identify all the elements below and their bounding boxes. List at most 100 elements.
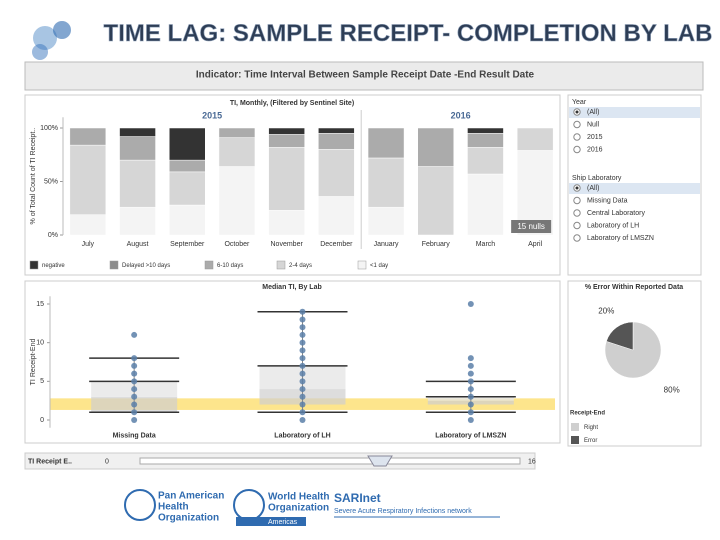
- sari-sub: Severe Acute Respiratory Infections netw…: [334, 508, 472, 515]
- bar-segment: [169, 171, 206, 206]
- data-point: [131, 386, 138, 393]
- radio-button[interactable]: [573, 221, 581, 230]
- data-point: [299, 378, 306, 385]
- paho-text: Organization: [158, 513, 219, 524]
- annotation-box: [511, 220, 552, 233]
- filter-option[interactable]: (All): [587, 185, 599, 192]
- logo-mark: [32, 21, 71, 60]
- data-point: [299, 416, 306, 423]
- paho-text: Pan American: [158, 491, 224, 502]
- legend-title: Receipt-End: [570, 411, 605, 417]
- data-point: [131, 409, 138, 416]
- year-label: 2015: [202, 110, 222, 120]
- data-point: [131, 331, 138, 338]
- radio-button[interactable]: [573, 145, 581, 154]
- bar-segment: [467, 133, 504, 148]
- radio-button[interactable]: [573, 234, 581, 242]
- x-tick-label: August: [127, 241, 149, 248]
- slider-min: 0: [105, 458, 109, 465]
- slice-label: 80%: [664, 385, 680, 394]
- filter-option[interactable]: Central Laboratory: [587, 210, 645, 217]
- slider-label: TI Receipt E..: [28, 458, 72, 465]
- x-tick-label: Missing Data: [113, 433, 156, 440]
- x-tick-label: Laboratory of LH: [274, 433, 330, 440]
- who-text: World Health: [268, 492, 329, 503]
- x-tick-label: November: [271, 241, 304, 248]
- bar-segment: [218, 137, 256, 167]
- y-axis-label: % of Total Count of TI Receipt..: [30, 128, 37, 225]
- radio-button[interactable]: [573, 209, 581, 217]
- data-point: [299, 339, 306, 346]
- legend-label: Delayed >10 days: [122, 263, 170, 269]
- radio-button[interactable]: [573, 133, 581, 141]
- y-tick-label: 50%: [44, 178, 58, 185]
- data-point: [299, 316, 306, 323]
- bar-segment: [268, 127, 305, 135]
- y-axis-label: TI Receipt-End: [30, 339, 37, 386]
- filter-option[interactable]: Laboratory of LMSZN: [587, 235, 654, 242]
- bar-segment: [467, 127, 504, 134]
- legend-label: Error: [584, 438, 597, 444]
- bar-segment: [367, 127, 405, 159]
- y-tick-label: 10: [36, 340, 44, 347]
- data-point: [299, 347, 306, 354]
- bar-segment: [318, 133, 355, 150]
- x-tick-label: September: [170, 241, 205, 248]
- data-point: [299, 401, 306, 408]
- legend-label: <1 day: [370, 263, 388, 269]
- bar-segment: [119, 127, 156, 137]
- bar-segment: [119, 206, 156, 236]
- bar-segment: [318, 127, 355, 134]
- chart-title: Median TI, By Lab: [262, 284, 322, 291]
- data-point: [467, 370, 474, 377]
- radio-button[interactable]: [573, 196, 581, 205]
- filter-selected: [569, 107, 700, 118]
- bar-segment: [516, 127, 554, 151]
- bar-segment: [218, 166, 256, 236]
- legend-swatch: [29, 260, 39, 270]
- radio-button[interactable]: [573, 120, 581, 129]
- filter-option[interactable]: Laboratory of LH: [587, 222, 639, 229]
- slider-thumb[interactable]: [367, 455, 393, 467]
- bar-segment: [69, 127, 107, 146]
- who-sub-bar: [236, 517, 306, 526]
- x-tick-label: December: [320, 241, 353, 248]
- slider-max: 16: [528, 458, 536, 465]
- data-point: [299, 393, 306, 400]
- data-point: [467, 401, 474, 408]
- data-point: [131, 362, 138, 369]
- slider-track[interactable]: [139, 457, 521, 465]
- box-panel: [24, 280, 561, 444]
- filter-option[interactable]: Null: [587, 121, 600, 128]
- filter-option[interactable]: 2015: [587, 134, 603, 141]
- bar-segment: [318, 149, 355, 197]
- data-point: [299, 386, 306, 393]
- bar-segment: [417, 127, 454, 167]
- bar-segment: [268, 147, 305, 211]
- bar-segment: [268, 134, 305, 148]
- bar-segment: [69, 214, 107, 236]
- bar-segment: [169, 159, 206, 173]
- slice-label: 20%: [598, 307, 614, 316]
- data-point: [131, 355, 138, 362]
- data-point: [131, 378, 138, 385]
- bar-segment: [169, 127, 206, 161]
- data-point: [467, 409, 474, 416]
- paho-emblem: [124, 489, 156, 521]
- filter-option[interactable]: 2016: [587, 146, 603, 153]
- data-point: [299, 324, 306, 331]
- pie-slice: [606, 321, 634, 351]
- legend-swatch: [357, 260, 367, 270]
- filter-option[interactable]: Missing Data: [587, 197, 628, 204]
- data-point: [467, 355, 474, 362]
- data-point: [467, 301, 474, 308]
- legend-swatch: [571, 436, 579, 444]
- legend-swatch: [109, 260, 119, 270]
- x-tick-label: July: [82, 241, 95, 248]
- bar-segment: [169, 204, 206, 236]
- data-point: [299, 308, 306, 315]
- x-tick-label: April: [528, 241, 542, 248]
- bar-segment: [119, 159, 156, 208]
- filter-option[interactable]: (All): [587, 109, 599, 116]
- data-point: [467, 393, 474, 400]
